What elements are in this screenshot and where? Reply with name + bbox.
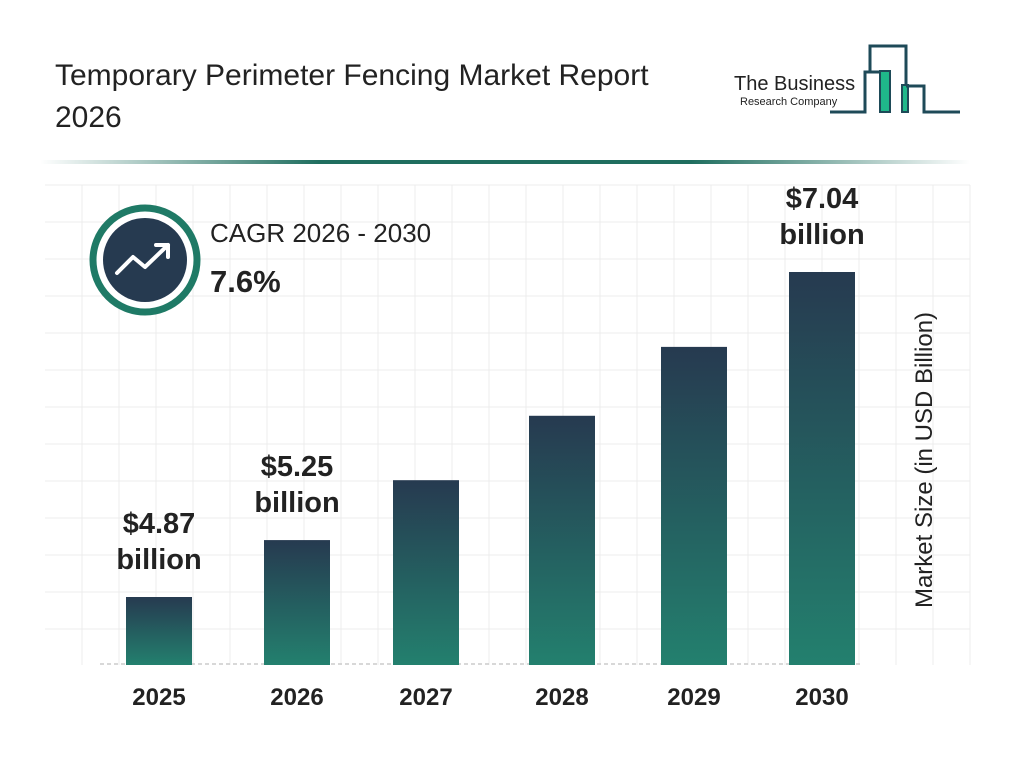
cagr-value: 7.6% — [210, 264, 281, 299]
company-logo: The Business Research Company — [720, 40, 970, 120]
x-tick-label: 2026 — [270, 684, 323, 711]
trending-up-icon — [115, 243, 170, 275]
x-tick-label: 2028 — [535, 684, 588, 711]
bar-2030 — [789, 272, 855, 665]
data-label: billion — [254, 487, 339, 519]
y-axis-label: Market Size (in USD Billion) — [911, 311, 938, 609]
logo-line1: The Business — [734, 73, 856, 95]
chart-title: Temporary Perimeter Fencing Market Repor… — [55, 59, 649, 134]
header-divider — [40, 160, 970, 164]
data-label: billion — [779, 219, 864, 251]
bar-2027 — [393, 480, 459, 665]
bar-2026 — [264, 540, 330, 665]
data-label: $4.87 — [123, 508, 196, 540]
x-tick-label: 2027 — [399, 684, 452, 711]
data-label: $5.25 — [261, 451, 334, 483]
bar-2025 — [126, 597, 192, 665]
cagr-label: CAGR 2026 - 2030 — [210, 218, 432, 248]
data-label: billion — [116, 544, 201, 576]
x-tick-label: 2025 — [132, 684, 185, 711]
bar-2029 — [661, 346, 727, 665]
logo-buildings-icon — [830, 44, 960, 114]
bar-2028 — [529, 415, 595, 665]
x-tick-label: 2029 — [667, 684, 720, 711]
data-label: $7.04 — [786, 183, 859, 215]
x-tick-label: 2030 — [795, 684, 848, 711]
logo-line2: Research Company — [740, 96, 838, 108]
cagr-badge — [89, 204, 201, 316]
